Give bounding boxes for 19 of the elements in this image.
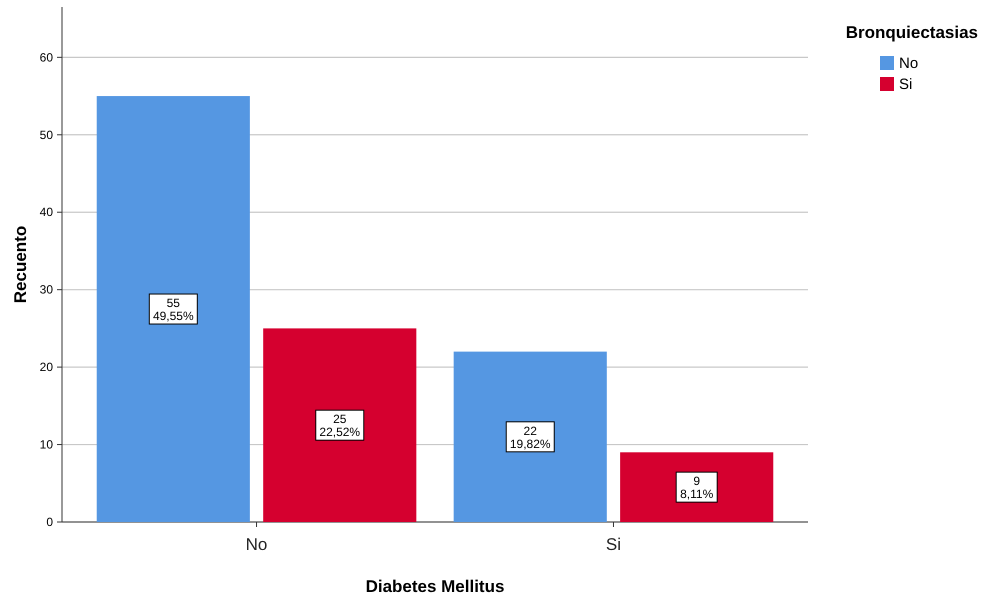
y-tick-label: 30	[40, 282, 54, 297]
bar	[263, 328, 416, 522]
legend-label: No	[899, 55, 918, 72]
y-tick-label: 0	[46, 515, 54, 529]
data-label: 55 49,55%	[152, 296, 194, 324]
y-tick-label: 40	[40, 205, 54, 220]
legend-label: Si	[899, 76, 912, 93]
data-label: 25 22,52%	[319, 412, 360, 440]
legend-title: Bronquiectasias	[846, 23, 978, 42]
data-label: 9 8,11%	[680, 474, 714, 502]
y-axis-title: Recuento	[11, 226, 30, 304]
data-label: 22 19,82%	[510, 424, 551, 451]
y-tick-label: 50	[40, 128, 54, 142]
y-tick-label: 60	[40, 50, 54, 64]
bar	[454, 352, 607, 522]
y-tick-label: 20	[40, 360, 54, 374]
bar	[96, 96, 250, 522]
y-tick-label: 10	[40, 438, 54, 452]
x-axis-title: Diabetes Mellitus	[366, 577, 504, 596]
